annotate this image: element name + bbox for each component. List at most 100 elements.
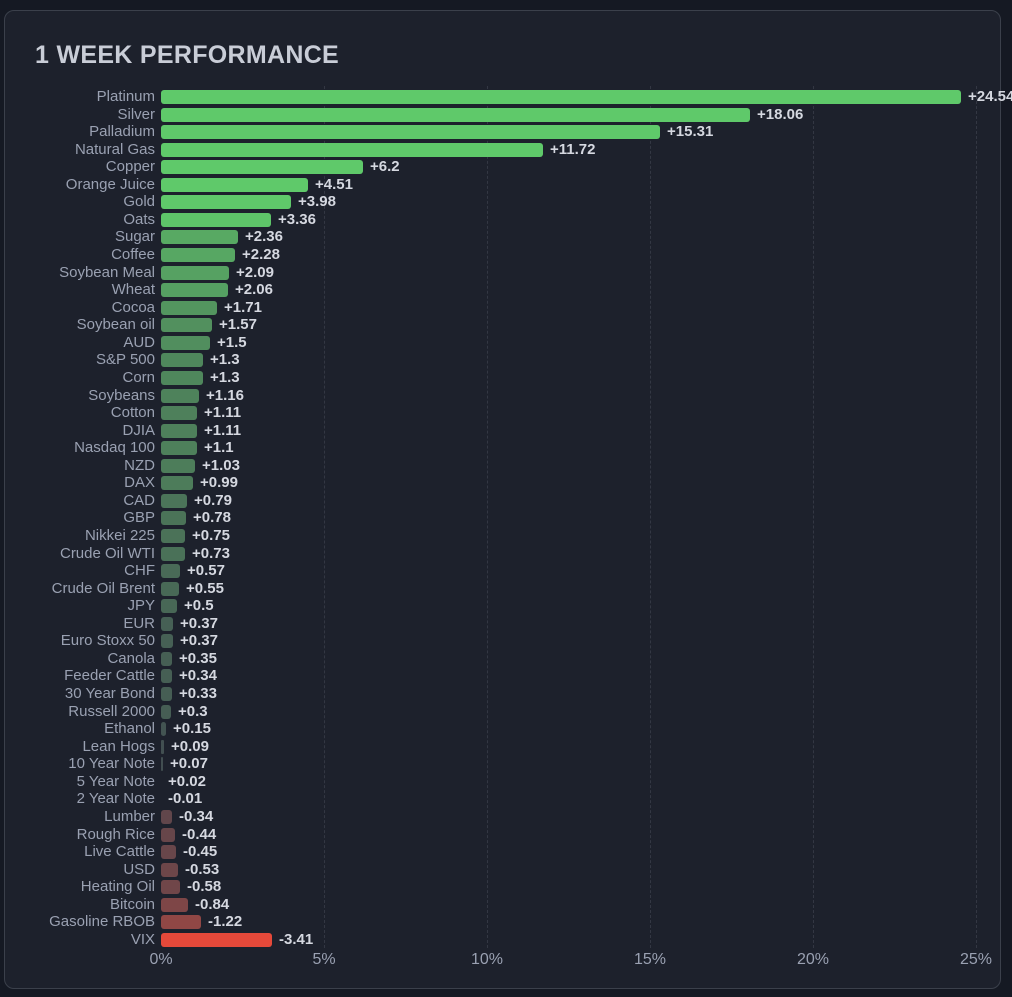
row-label: Feeder Cattle (64, 667, 155, 685)
row-label: Crude Oil WTI (59, 544, 155, 562)
row-label: Soybeans (88, 386, 155, 404)
row-bar (161, 283, 228, 298)
row-value: +1.3 (210, 351, 240, 369)
row-label: CAD (123, 491, 155, 509)
row-label: Ethanol (104, 720, 155, 738)
row-bar (161, 529, 185, 543)
row-bar (161, 581, 179, 596)
row-value: +1.71 (224, 298, 262, 316)
row-value: -3.41 (279, 930, 314, 948)
row-bar (161, 599, 177, 614)
row-value: -0.84 (195, 895, 230, 913)
row-label: DAX (124, 474, 155, 492)
row-bar (161, 142, 543, 157)
row-value: +1.11 (204, 404, 242, 422)
row-bar (161, 458, 195, 473)
row-value: +0.79 (194, 491, 232, 509)
row-value: +2.36 (245, 228, 283, 246)
row-value: +1.03 (202, 456, 240, 474)
row-bar (161, 687, 172, 702)
row-value: +0.37 (180, 614, 218, 632)
row-label: Copper (105, 158, 155, 176)
row-value: +0.33 (179, 685, 217, 703)
row-label: Live Cattle (84, 843, 155, 861)
row-value: +0.5 (184, 597, 214, 615)
row-value: +6.2 (370, 158, 400, 176)
row-label: Russell 2000 (68, 702, 155, 720)
row-bar (161, 335, 210, 350)
gridline-25pct (976, 86, 977, 948)
row-label: 30 Year Bond (64, 685, 155, 703)
row-value: +1.16 (206, 386, 244, 404)
row-value: -0.45 (183, 843, 218, 861)
x-axis-tick: 5% (312, 951, 336, 968)
x-axis-tick: 15% (633, 951, 667, 968)
row-label: JPY (127, 597, 155, 615)
row-value: +0.75 (192, 527, 230, 544)
row-label: Corn (122, 368, 155, 386)
row-bar (161, 388, 199, 403)
row-value: -0.34 (179, 807, 214, 825)
row-bar (161, 897, 188, 912)
row-value: +3.98 (298, 193, 336, 211)
row-label: Gold (123, 193, 155, 211)
row-label: S&P 500 (96, 351, 155, 369)
row-label: 10 Year Note (68, 755, 155, 773)
row-value: +0.15 (173, 720, 211, 738)
row-bar (161, 915, 201, 930)
row-value: -1.22 (208, 913, 243, 931)
row-bar (161, 722, 166, 737)
row-bar (161, 160, 363, 175)
row-bar (161, 406, 197, 421)
row-label: Bitcoin (109, 895, 155, 913)
row-bar (161, 493, 187, 508)
row-label: Crude Oil Brent (51, 579, 155, 597)
row-bar (161, 845, 176, 860)
row-label: Wheat (111, 281, 155, 299)
row-value: -0.01 (168, 790, 203, 808)
row-value: +2.06 (235, 281, 273, 299)
row-bar (161, 651, 172, 666)
row-label: Coffee (111, 246, 155, 264)
row-label: Silver (117, 105, 155, 123)
row-bar (161, 739, 164, 754)
row-label: Cocoa (111, 298, 155, 316)
row-value: +0.09 (171, 737, 209, 755)
row-value: +0.55 (186, 579, 224, 597)
row-label: Soybean Meal (59, 263, 155, 281)
row-value: +2.28 (242, 246, 280, 264)
row-label: VIX (130, 930, 155, 948)
row-label: USD (123, 860, 155, 878)
row-label: 2 Year Note (76, 790, 155, 808)
row-value: +1.3 (210, 368, 240, 386)
row-label: CHF (124, 562, 155, 580)
row-bar (161, 107, 750, 122)
row-bar (161, 230, 238, 245)
row-label: Oats (123, 210, 155, 228)
row-bar (161, 423, 197, 438)
row-value: +1.1 (204, 439, 234, 457)
row-label: Sugar (114, 228, 155, 246)
row-label: EUR (123, 614, 155, 632)
row-label: Lumber (104, 807, 155, 825)
row-label: Gasoline RBOB (49, 913, 155, 931)
row-label: Cotton (110, 404, 155, 422)
row-bar (161, 616, 173, 631)
row-label: Heating Oil (80, 878, 155, 896)
row-label: Nasdaq 100 (74, 439, 155, 457)
row-bar (161, 441, 197, 456)
row-label: Soybean oil (76, 316, 155, 334)
row-value: +1.11 (204, 421, 242, 439)
gridline-10pct (487, 86, 488, 948)
row-value: +0.99 (200, 474, 238, 492)
row-bar (161, 704, 171, 719)
row-label: Nikkei 225 (84, 527, 155, 544)
x-axis-tick: 10% (470, 951, 504, 968)
row-value: -0.53 (185, 860, 220, 878)
row-value: -0.44 (182, 825, 217, 843)
row-value: +0.37 (180, 632, 218, 650)
row-bar (161, 546, 185, 561)
row-bar (161, 862, 178, 877)
row-value: +2.09 (236, 263, 274, 281)
